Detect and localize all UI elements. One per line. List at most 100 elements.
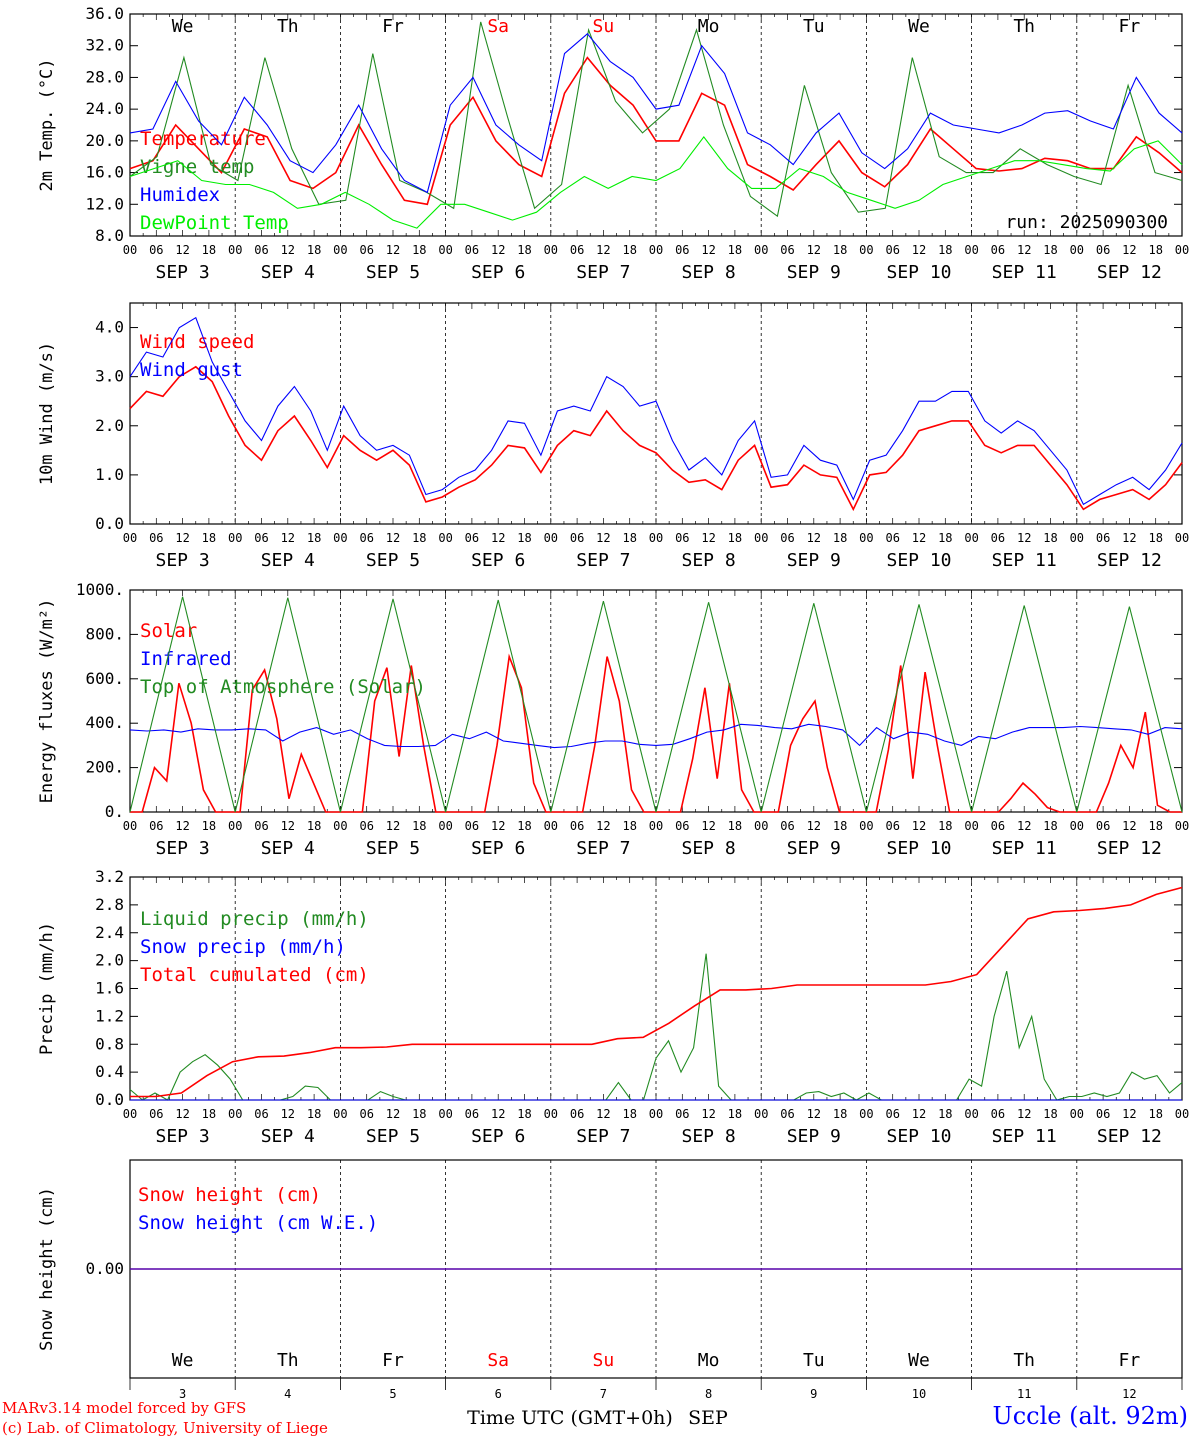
hour-label: 00 xyxy=(1070,819,1084,833)
date-label: SEP 4 xyxy=(261,550,315,571)
series-line-infrared xyxy=(129,723,1183,749)
hour-label: 12 xyxy=(1017,819,1031,833)
date-label: SEP 8 xyxy=(682,838,736,859)
hour-label: 06 xyxy=(885,1107,899,1121)
day-name: Th xyxy=(277,16,299,37)
hour-label: 00 xyxy=(544,531,558,545)
hour-label: 12 xyxy=(386,531,400,545)
bottom-date-label: 9 xyxy=(810,1387,817,1401)
hour-label: 00 xyxy=(859,531,873,545)
date-label: SEP 11 xyxy=(992,838,1057,859)
day-name: Fr xyxy=(1119,1350,1141,1371)
y-tick-label: 2.0 xyxy=(95,951,124,970)
y-tick-label: 1.6 xyxy=(95,979,124,998)
hour-label: 06 xyxy=(254,1107,268,1121)
date-label: SEP 10 xyxy=(886,1126,951,1147)
hour-label: 12 xyxy=(491,1107,505,1121)
hour-label: 00 xyxy=(333,531,347,545)
hour-label: 00 xyxy=(859,819,873,833)
hour-label: 06 xyxy=(780,819,794,833)
hour-label: 06 xyxy=(675,243,689,257)
hour-label: 06 xyxy=(359,243,373,257)
hour-label: 12 xyxy=(596,819,610,833)
hour-label: 12 xyxy=(175,531,189,545)
hour-label: 06 xyxy=(991,819,1005,833)
series-line-liquid-precip-mm-h- xyxy=(129,953,1183,1101)
month-label: SEP xyxy=(688,1407,728,1429)
day-name: Tu xyxy=(803,1350,825,1371)
hour-label: 00 xyxy=(438,531,452,545)
y-tick-label: 32.0 xyxy=(85,36,124,55)
hour-label: 12 xyxy=(1122,819,1136,833)
hour-label: 06 xyxy=(1096,243,1110,257)
hour-label: 18 xyxy=(1043,819,1057,833)
day-name: Th xyxy=(1013,1350,1035,1371)
date-label: SEP 8 xyxy=(682,1126,736,1147)
hour-label: 18 xyxy=(202,1107,216,1121)
hour-label: 00 xyxy=(438,1107,452,1121)
y-axis-label: Precip (mm/h) xyxy=(37,922,57,1055)
date-label: SEP 11 xyxy=(992,262,1057,283)
hour-label: 12 xyxy=(281,531,295,545)
hour-label: 00 xyxy=(1070,531,1084,545)
legend-entry: Snow height (cm) xyxy=(138,1184,321,1206)
y-tick-label: 2.0 xyxy=(95,416,124,435)
hour-label: 06 xyxy=(1096,1107,1110,1121)
date-label: SEP 11 xyxy=(992,550,1057,571)
y-tick-label: 0.8 xyxy=(95,1034,124,1053)
hour-label: 00 xyxy=(228,1107,242,1121)
day-name: Su xyxy=(593,1350,615,1371)
hour-label: 00 xyxy=(1175,243,1189,257)
hour-label: 06 xyxy=(570,243,584,257)
hour-label: 06 xyxy=(465,1107,479,1121)
date-label: SEP 7 xyxy=(576,550,630,571)
day-name: We xyxy=(172,1350,194,1371)
hour-label: 00 xyxy=(754,243,768,257)
date-label: SEP 8 xyxy=(682,550,736,571)
hour-label: 18 xyxy=(622,819,636,833)
series-line-temperature xyxy=(129,56,1183,206)
bottom-date-label: 6 xyxy=(495,1387,502,1401)
day-name: Tu xyxy=(803,16,825,37)
run-label: run: 2025090300 xyxy=(1005,212,1168,233)
hour-label: 00 xyxy=(1175,819,1189,833)
hour-label: 06 xyxy=(254,819,268,833)
y-tick-label: 3.2 xyxy=(95,867,124,886)
date-label: SEP 10 xyxy=(886,550,951,571)
day-name: Fr xyxy=(1119,16,1141,37)
hour-label: 18 xyxy=(202,243,216,257)
y-axis-label: 10m Wind (m/s) xyxy=(37,342,57,485)
legend-entry: Solar xyxy=(140,620,197,642)
legend-entry: DewPoint Temp xyxy=(140,212,289,234)
hour-label: 06 xyxy=(885,243,899,257)
hour-label: 00 xyxy=(438,819,452,833)
hour-label: 00 xyxy=(333,1107,347,1121)
lab-credit: (c) Lab. of Climatology, University of L… xyxy=(2,1419,328,1437)
hour-label: 18 xyxy=(307,243,321,257)
hour-label: 18 xyxy=(622,243,636,257)
hour-label: 00 xyxy=(228,243,242,257)
date-label: SEP 3 xyxy=(156,1126,210,1147)
date-label: SEP 3 xyxy=(156,838,210,859)
hour-label: 12 xyxy=(912,243,926,257)
date-label: SEP 9 xyxy=(787,838,841,859)
date-label: SEP 12 xyxy=(1097,838,1162,859)
hour-label: 12 xyxy=(386,243,400,257)
date-label: SEP 8 xyxy=(682,262,736,283)
hour-label: 00 xyxy=(754,1107,768,1121)
bottom-date-label: 12 xyxy=(1122,1387,1136,1401)
y-tick-label: 12.0 xyxy=(85,194,124,213)
hour-label: 06 xyxy=(675,819,689,833)
hour-label: 12 xyxy=(175,1107,189,1121)
hour-label: 00 xyxy=(333,243,347,257)
hour-label: 00 xyxy=(964,819,978,833)
hour-label: 00 xyxy=(1070,243,1084,257)
hour-label: 18 xyxy=(307,1107,321,1121)
hour-label: 12 xyxy=(1017,243,1031,257)
hour-label: 06 xyxy=(465,819,479,833)
hour-label: 12 xyxy=(1122,243,1136,257)
bottom-date-label: 8 xyxy=(705,1387,712,1401)
hour-label: 06 xyxy=(780,531,794,545)
hour-label: 00 xyxy=(544,819,558,833)
y-tick-label: 0.4 xyxy=(95,1062,124,1081)
